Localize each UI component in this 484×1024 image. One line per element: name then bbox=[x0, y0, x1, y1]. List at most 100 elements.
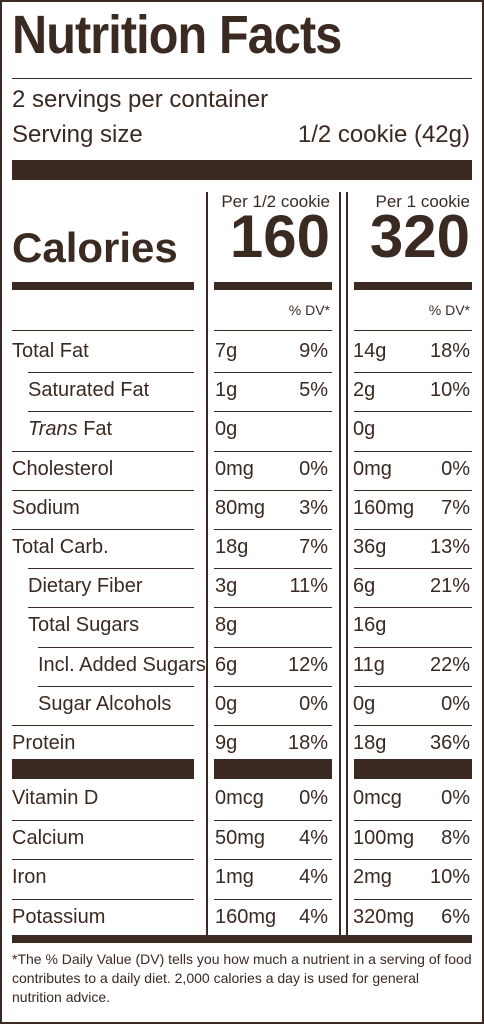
rule-col2-7 bbox=[354, 647, 472, 648]
nutrient-row-2-amount-half: 0g bbox=[215, 418, 238, 441]
rule-col1-7 bbox=[214, 647, 332, 648]
rule-col2-6 bbox=[354, 607, 472, 608]
thick-divider-top bbox=[12, 160, 472, 180]
mineral-row-2-amount-whole: 2mg bbox=[353, 866, 392, 888]
rule-header-col1 bbox=[214, 330, 332, 331]
col2-left-rule bbox=[346, 192, 348, 937]
protein-bar-label bbox=[12, 759, 194, 779]
nutrient-row-2-amount-whole: 0g bbox=[353, 418, 376, 441]
mineral-row-1-amount-whole: 100mg bbox=[353, 826, 415, 849]
mineral-row-3-dv-whole: 6% bbox=[441, 905, 470, 928]
rule-col1-0 bbox=[214, 372, 332, 373]
mineral-row-2-label: Iron bbox=[12, 866, 47, 888]
rule-col2-3 bbox=[354, 490, 472, 491]
serving-size-label: Serving size bbox=[12, 121, 143, 148]
label-title: Nutrition Facts bbox=[12, 5, 342, 65]
nutrient-row-1-dv-half: 5% bbox=[299, 379, 328, 402]
rule-mineral-col1-2 bbox=[214, 899, 332, 900]
rule-col1-2 bbox=[214, 451, 332, 452]
mineral-row-2-dv-half: 4% bbox=[299, 866, 328, 888]
mineral-row-0-label: Vitamin D bbox=[12, 787, 99, 809]
rule-label-6 bbox=[28, 607, 194, 608]
servings-per-container: 2 servings per container bbox=[12, 86, 269, 113]
rule-label-9 bbox=[12, 725, 194, 726]
nutrient-row-4-dv-whole: 7% bbox=[441, 496, 470, 519]
nutrient-row-3-amount-half: 0mg bbox=[215, 457, 254, 480]
nutrient-row-1-amount-whole: 2g bbox=[353, 379, 376, 402]
rule-mineral-col2-2 bbox=[354, 899, 472, 900]
nutrient-row-0-dv-half: 9% bbox=[299, 340, 328, 362]
rule-label-8 bbox=[38, 686, 194, 687]
col1-header: Per 1/2 cookie bbox=[221, 192, 330, 211]
calories-per-half: 160 bbox=[229, 203, 330, 270]
nutrient-row-1-amount-half: 1g bbox=[215, 379, 238, 402]
nutrient-row-0-dv-whole: 18% bbox=[429, 340, 470, 362]
nutrient-row-8-amount-half: 6g bbox=[215, 653, 238, 676]
nutrient-row-6-amount-whole: 6g bbox=[353, 575, 376, 598]
nutrient-row-9-dv-half: 0% bbox=[299, 692, 328, 715]
mineral-row-0-amount-half: 0mcg bbox=[215, 787, 264, 809]
rule-label-1 bbox=[28, 411, 194, 412]
nutrient-row-6-label: Dietary Fiber bbox=[28, 575, 143, 598]
nutrient-row-8-amount-whole: 11g bbox=[353, 653, 385, 676]
rule-col2-8 bbox=[354, 686, 472, 687]
mineral-row-1-dv-whole: 8% bbox=[441, 826, 470, 849]
rule-header-label bbox=[12, 330, 194, 331]
nutrient-row-9-dv-whole: 0% bbox=[441, 692, 470, 715]
nutrient-row-5-dv-half: 7% bbox=[299, 536, 328, 558]
nutrient-row-6-dv-whole: 21% bbox=[429, 575, 470, 598]
nutrient-row-4-label: Sodium bbox=[12, 496, 80, 519]
rule-mineral-col2-1 bbox=[354, 859, 472, 860]
serving-size-value: 1/2 cookie (42g) bbox=[297, 121, 470, 148]
rule-label-2 bbox=[12, 451, 194, 452]
mineral-row-2-dv-whole: 10% bbox=[429, 866, 470, 888]
rule-col1-9 bbox=[214, 725, 332, 726]
rule-col2-9 bbox=[354, 725, 472, 726]
rule-col2-0 bbox=[354, 372, 472, 373]
mineral-row-2-amount-half: 1mg bbox=[215, 866, 254, 888]
nutrient-row-6-dv-half: 11% bbox=[289, 575, 328, 598]
col2-header: Per 1 cookie bbox=[375, 192, 471, 211]
nutrient-row-3-dv-whole: 0% bbox=[441, 457, 470, 480]
rule-label-4 bbox=[12, 529, 194, 530]
col1-right-rule bbox=[339, 192, 341, 937]
protein-bar-col1 bbox=[214, 759, 332, 779]
protein-bar-col2 bbox=[354, 759, 472, 779]
nutrient-row-1-dv-whole: 10% bbox=[429, 379, 470, 402]
nutrient-row-5-dv-whole: 13% bbox=[429, 536, 470, 558]
rule-label-7 bbox=[38, 647, 194, 648]
nutrient-row-10-amount-whole: 18g bbox=[353, 732, 387, 754]
nutrient-row-1-label: Saturated Fat bbox=[28, 379, 150, 402]
nutrient-row-8-dv-half: 12% bbox=[287, 653, 328, 676]
rule-mineral-col2-0 bbox=[354, 820, 472, 821]
mineral-row-3-amount-half: 160mg bbox=[215, 905, 277, 928]
mineral-row-1-amount-half: 50mg bbox=[215, 826, 266, 849]
nutrient-row-10-dv-half: 18% bbox=[287, 732, 328, 754]
footnote: *The % Daily Value (DV) tells you how mu… bbox=[12, 951, 472, 1005]
rule-mineral-label-2 bbox=[12, 899, 194, 900]
nutrient-row-3-dv-half: 0% bbox=[299, 457, 328, 480]
nutrient-row-0-label: Total Fat bbox=[12, 340, 89, 362]
rule-label-5 bbox=[28, 568, 194, 569]
nutrient-row-5-label: Total Carb. bbox=[12, 536, 109, 558]
nutrient-row-2-label: Trans Fat bbox=[28, 418, 113, 441]
rule-col1-3 bbox=[214, 490, 332, 491]
nutrient-row-3-label: Cholesterol bbox=[12, 457, 114, 480]
nutrient-row-9-label: Sugar Alcohols bbox=[38, 692, 172, 715]
calories-bar-col2 bbox=[354, 282, 472, 290]
nutrient-row-9-amount-whole: 0g bbox=[353, 692, 376, 715]
mineral-row-0-amount-whole: 0mcg bbox=[353, 787, 402, 809]
nutrient-row-9-amount-half: 0g bbox=[215, 692, 238, 715]
calories-bar-label bbox=[12, 282, 194, 290]
nutrient-row-8-dv-whole: 22% bbox=[429, 653, 470, 676]
mineral-row-0-dv-whole: 0% bbox=[441, 787, 470, 809]
dv-header-col1: % DV* bbox=[288, 302, 330, 318]
rule-col1-8 bbox=[214, 686, 332, 687]
nutrient-row-0-amount-whole: 14g bbox=[353, 340, 387, 362]
calories-per-whole: 320 bbox=[369, 203, 470, 270]
mineral-row-3-dv-half: 4% bbox=[299, 905, 328, 928]
mineral-row-3-amount-whole: 320mg bbox=[353, 905, 415, 928]
nutrient-row-7-amount-whole: 16g bbox=[353, 614, 387, 637]
nutrient-row-5-amount-half: 18g bbox=[215, 536, 249, 558]
